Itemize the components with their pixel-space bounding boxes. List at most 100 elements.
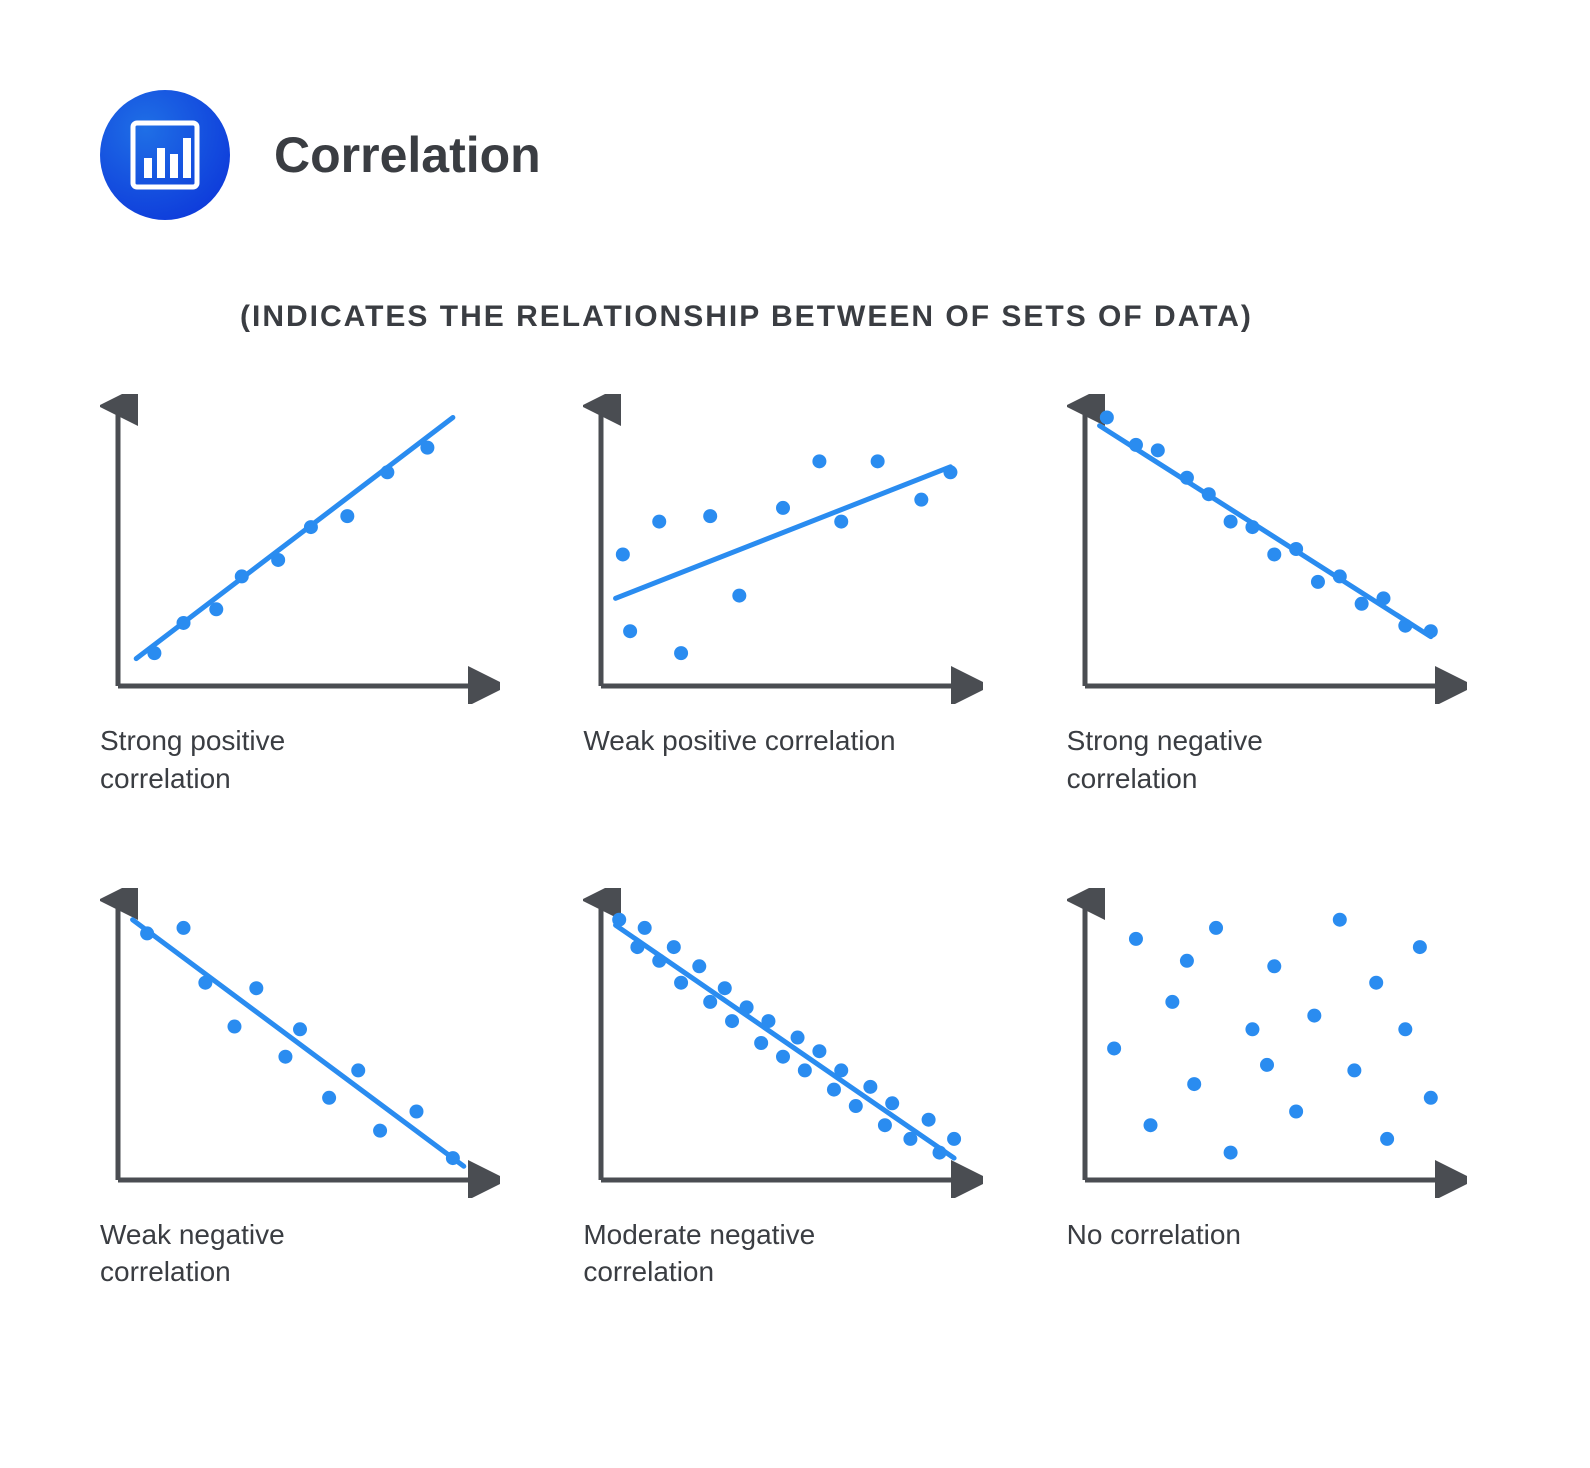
data-point xyxy=(904,1131,918,1145)
data-point xyxy=(373,1123,387,1137)
page-title: Correlation xyxy=(274,126,541,184)
data-point xyxy=(1187,1077,1201,1091)
data-point xyxy=(725,1014,739,1028)
data-point xyxy=(849,1099,863,1113)
chart-grid: Strong positive correlation Weak positiv… xyxy=(100,394,1490,1291)
data-point xyxy=(762,1014,776,1028)
data-point xyxy=(631,940,645,954)
data-point xyxy=(1129,931,1143,945)
data-point xyxy=(1354,597,1368,611)
data-point xyxy=(293,1022,307,1036)
data-point xyxy=(835,515,849,529)
data-point xyxy=(616,547,630,561)
data-point xyxy=(1398,1022,1412,1036)
data-point xyxy=(864,1079,878,1093)
data-point xyxy=(198,975,212,989)
data-point xyxy=(1143,1118,1157,1132)
data-point xyxy=(947,1131,961,1145)
data-point xyxy=(1245,520,1259,534)
data-point xyxy=(409,1104,423,1118)
data-point xyxy=(147,646,161,660)
data-point xyxy=(227,1019,241,1033)
data-point xyxy=(704,509,718,523)
chart-panel-strong-negative: Strong negative correlation xyxy=(1067,394,1490,798)
data-point xyxy=(1380,1131,1394,1145)
chart-panel-moderate-negative: Moderate negative correlation xyxy=(583,888,1006,1292)
data-point xyxy=(322,1090,336,1104)
data-point xyxy=(271,553,285,567)
data-point xyxy=(667,940,681,954)
data-point xyxy=(1201,487,1215,501)
data-point xyxy=(693,959,707,973)
scatter-plot xyxy=(583,394,983,704)
data-point xyxy=(278,1049,292,1063)
data-point xyxy=(1311,575,1325,589)
data-point xyxy=(776,501,790,515)
data-point xyxy=(791,1030,805,1044)
data-point xyxy=(638,921,652,935)
data-point xyxy=(776,1049,790,1063)
data-point xyxy=(249,981,263,995)
data-point xyxy=(1347,1063,1361,1077)
data-point xyxy=(718,981,732,995)
data-point xyxy=(140,926,154,940)
data-point xyxy=(1260,1058,1274,1072)
data-point xyxy=(653,515,667,529)
data-point xyxy=(1332,569,1346,583)
scatter-plot xyxy=(1067,888,1467,1198)
data-point xyxy=(1289,542,1303,556)
trend-line xyxy=(1099,426,1430,637)
chart-caption: Weak positive correlation xyxy=(583,722,903,760)
data-point xyxy=(351,1063,365,1077)
data-point xyxy=(1376,591,1390,605)
data-point xyxy=(813,1044,827,1058)
data-point xyxy=(1223,1145,1237,1159)
data-point xyxy=(944,465,958,479)
data-point xyxy=(733,589,747,603)
chart-caption: Strong positive correlation xyxy=(100,722,420,798)
scatter-plot xyxy=(1067,394,1467,704)
data-point xyxy=(623,624,637,638)
data-point xyxy=(446,1151,460,1165)
data-point xyxy=(613,912,627,926)
data-point xyxy=(1413,940,1427,954)
chart-caption: Strong negative correlation xyxy=(1067,722,1387,798)
chart-panel-no-correlation: No correlation xyxy=(1067,888,1490,1292)
data-point xyxy=(1369,975,1383,989)
trend-line xyxy=(616,467,951,599)
data-point xyxy=(1150,443,1164,457)
data-point xyxy=(886,1096,900,1110)
data-point xyxy=(1332,912,1346,926)
data-point xyxy=(1165,994,1179,1008)
data-point xyxy=(177,921,191,935)
data-point xyxy=(235,569,249,583)
data-point xyxy=(1267,959,1281,973)
data-point xyxy=(827,1082,841,1096)
data-point xyxy=(1223,515,1237,529)
bar-chart-icon xyxy=(100,90,230,220)
chart-caption: Weak negative correlation xyxy=(100,1216,420,1292)
scatter-plot xyxy=(100,888,500,1198)
trend-line xyxy=(133,919,464,1166)
data-point xyxy=(674,646,688,660)
page-root: Correlation (INDICATES THE RELATIONSHIP … xyxy=(0,0,1590,1351)
data-point xyxy=(922,1112,936,1126)
header: Correlation xyxy=(100,90,1490,220)
data-point xyxy=(674,975,688,989)
chart-caption: Moderate negative correlation xyxy=(583,1216,903,1292)
data-point xyxy=(1180,471,1194,485)
data-point xyxy=(878,1118,892,1132)
data-point xyxy=(1307,1008,1321,1022)
data-point xyxy=(704,994,718,1008)
data-point xyxy=(340,509,354,523)
data-point xyxy=(1423,624,1437,638)
data-point xyxy=(380,465,394,479)
data-point xyxy=(1129,438,1143,452)
data-point xyxy=(1398,619,1412,633)
data-point xyxy=(1099,410,1113,424)
data-point xyxy=(740,1000,754,1014)
data-point xyxy=(653,953,667,967)
data-point xyxy=(177,616,191,630)
chart-caption: No correlation xyxy=(1067,1216,1387,1254)
data-point xyxy=(1423,1090,1437,1104)
